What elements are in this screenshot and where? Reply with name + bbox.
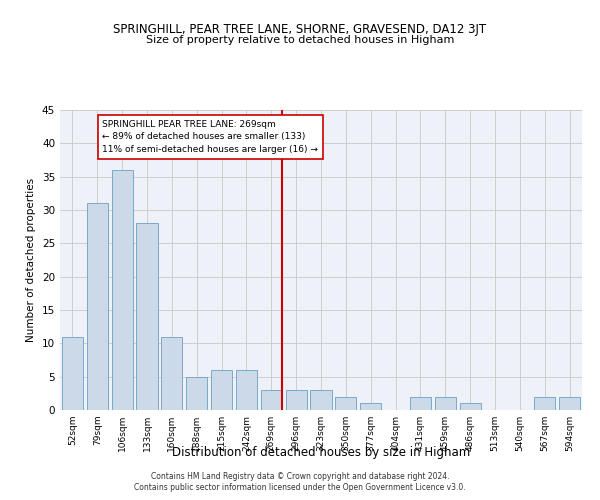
Bar xyxy=(534,396,555,410)
Bar xyxy=(460,404,481,410)
Bar xyxy=(435,396,456,410)
Bar xyxy=(261,390,282,410)
Bar xyxy=(559,396,580,410)
Bar xyxy=(161,336,182,410)
Bar xyxy=(360,404,381,410)
Text: SPRINGHILL, PEAR TREE LANE, SHORNE, GRAVESEND, DA12 3JT: SPRINGHILL, PEAR TREE LANE, SHORNE, GRAV… xyxy=(113,22,487,36)
Text: Size of property relative to detached houses in Higham: Size of property relative to detached ho… xyxy=(146,35,454,45)
Text: Distribution of detached houses by size in Higham: Distribution of detached houses by size … xyxy=(172,446,470,459)
Bar xyxy=(112,170,133,410)
Bar xyxy=(310,390,332,410)
Bar xyxy=(211,370,232,410)
Bar xyxy=(87,204,108,410)
Bar xyxy=(136,224,158,410)
Y-axis label: Number of detached properties: Number of detached properties xyxy=(26,178,37,342)
Bar xyxy=(62,336,83,410)
Bar xyxy=(236,370,257,410)
Bar xyxy=(286,390,307,410)
Text: SPRINGHILL PEAR TREE LANE: 269sqm
← 89% of detached houses are smaller (133)
11%: SPRINGHILL PEAR TREE LANE: 269sqm ← 89% … xyxy=(102,120,318,154)
Bar xyxy=(335,396,356,410)
Bar xyxy=(410,396,431,410)
Text: Contains HM Land Registry data © Crown copyright and database right 2024.
Contai: Contains HM Land Registry data © Crown c… xyxy=(134,472,466,492)
Bar xyxy=(186,376,207,410)
